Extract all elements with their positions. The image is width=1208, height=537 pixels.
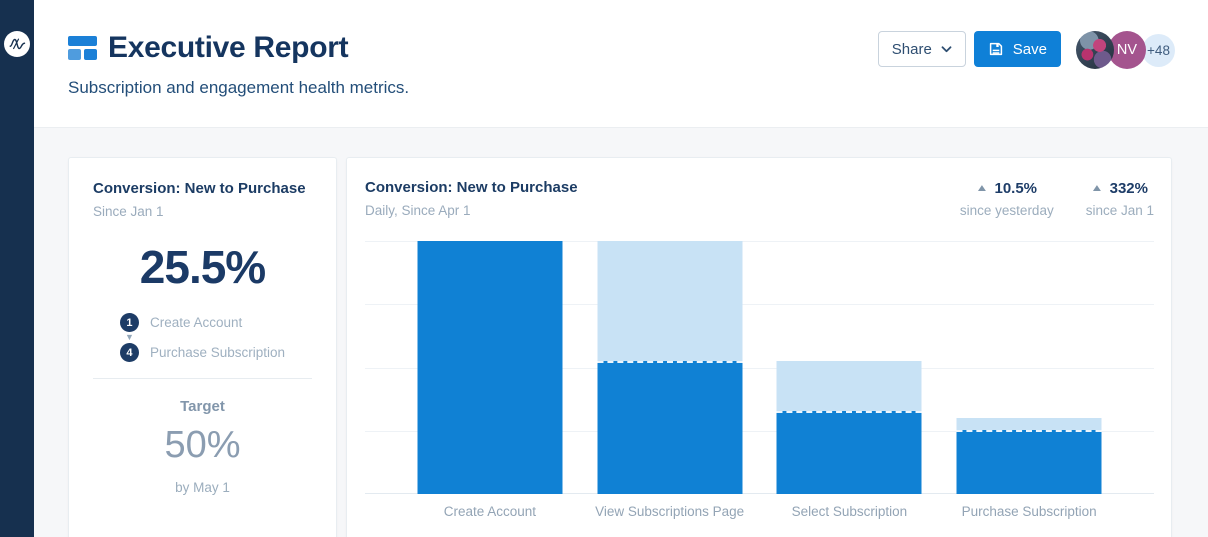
save-button[interactable]: Save — [973, 31, 1061, 67]
avatar-group: NV +48 — [1076, 31, 1175, 69]
step-number-badge: 1 — [119, 313, 139, 332]
page-title: Executive Report — [108, 31, 349, 64]
step-arrow-down-icon: ▼ — [124, 332, 134, 342]
amplitude-wave-icon — [9, 38, 26, 50]
chart-card-subtitle: Daily, Since Apr 1 — [365, 203, 471, 218]
bar-converted-segment — [417, 241, 563, 494]
x-axis-label: Select Subscription — [791, 504, 908, 519]
summary-card-title: Conversion: New to Purchase — [93, 180, 306, 197]
bar-series — [400, 241, 1119, 494]
funnel-steps: 1 Create Account ▼ 4 Purchase Subscripti… — [119, 313, 286, 362]
gridline — [365, 241, 1154, 242]
bar-converted-segment — [776, 410, 922, 494]
avatar-photo[interactable] — [1076, 31, 1114, 69]
funnel-step: 1 Create Account — [119, 313, 285, 332]
bar-select-subscription[interactable] — [760, 241, 940, 494]
bar-converted-segment — [597, 361, 743, 494]
funnel-bar-chart[interactable] — [365, 241, 1154, 494]
app-sidebar — [0, 0, 34, 537]
chart-card-title: Conversion: New to Purchase — [365, 179, 578, 196]
gridline — [365, 304, 1154, 306]
stat-caption: since yesterday — [959, 203, 1054, 218]
card-divider — [93, 378, 312, 379]
report-header: Executive Report Subscription and engage… — [34, 0, 1208, 128]
bar-view-subscriptions-page[interactable] — [580, 241, 760, 494]
target-value: 50% — [164, 424, 241, 466]
step-number-badge: 4 — [119, 343, 139, 362]
conversion-chart-card[interactable]: Conversion: New to Purchase Daily, Since… — [346, 157, 1172, 537]
stat-value: 332% — [1109, 180, 1148, 197]
trend-up-icon: ▲ — [1089, 183, 1104, 194]
share-button-label: Share — [891, 40, 932, 58]
save-button-label: Save — [1012, 40, 1047, 58]
target-caption: by May 1 — [175, 480, 230, 495]
chart-card-header: Conversion: New to Purchase Daily, Since… — [365, 179, 1154, 218]
bar-converted-segment — [956, 429, 1102, 494]
save-floppy-icon — [989, 42, 1002, 56]
stat-since-yesterday: ▲ 10.5% since yesterday — [960, 180, 1054, 218]
page-subtitle: Subscription and engagement health metri… — [68, 78, 410, 97]
chart-stats: ▲ 10.5% since yesterday ▲ 332% since Jan… — [960, 179, 1154, 218]
dashboard-content: Conversion: New to Purchase Since Jan 1 … — [34, 128, 1208, 537]
conversion-summary-card[interactable]: Conversion: New to Purchase Since Jan 1 … — [68, 157, 337, 537]
x-axis-label: Purchase Subscription — [961, 504, 1097, 519]
step-label: Create Account — [149, 315, 243, 330]
bar-purchase-subscription[interactable] — [939, 241, 1119, 494]
report-header-titles: Executive Report Subscription and engage… — [68, 0, 409, 127]
x-axis-line — [365, 493, 1154, 494]
chevron-down-icon — [941, 45, 952, 52]
share-button[interactable]: Share — [877, 31, 966, 67]
dashboard-icon — [68, 35, 97, 61]
funnel-step: 4 Purchase Subscription — [119, 343, 286, 362]
step-label: Purchase Subscription — [149, 345, 286, 360]
avatar-overflow-count[interactable]: +48 — [1142, 33, 1175, 67]
conversion-value: 25.5% — [139, 241, 266, 293]
gridline — [365, 430, 1154, 432]
avatar-initials[interactable]: NV — [1108, 31, 1146, 69]
stat-caption: since Jan 1 — [1085, 203, 1154, 218]
summary-card-subtitle: Since Jan 1 — [93, 204, 164, 219]
header-actions: Share Save NV +48 — [877, 0, 1175, 127]
x-axis-label: View Subscriptions Page — [595, 504, 745, 519]
bar-create-account[interactable] — [400, 241, 580, 494]
gridline — [365, 367, 1154, 369]
trend-up-icon: ▲ — [974, 183, 989, 194]
stat-since-jan1: ▲ 332% since Jan 1 — [1086, 180, 1154, 218]
amplitude-logo[interactable] — [4, 31, 30, 57]
stat-value: 10.5% — [994, 180, 1038, 197]
x-axis-labels: Create Account View Subscriptions Page S… — [400, 504, 1119, 519]
x-axis-label: Create Account — [443, 504, 537, 519]
target-label: Target — [180, 398, 225, 415]
